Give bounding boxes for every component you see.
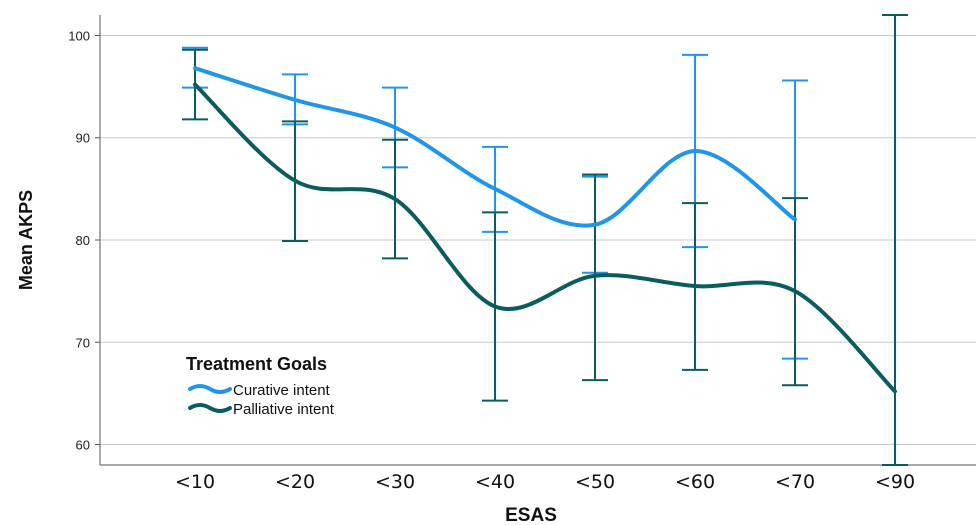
series-line: [193, 66, 797, 228]
y-tick-label: 90: [76, 131, 90, 146]
y-tick-label: 60: [76, 438, 90, 453]
y-tick-label: 70: [76, 335, 90, 350]
legend: Treatment Goals Curative intent Palliativ…: [186, 354, 335, 418]
x-tick-labels: <10 <20 <30 <40 <50 <60 <70 <90: [175, 471, 915, 493]
x-tick-label: <30: [375, 471, 415, 493]
x-tick-label: <20: [275, 471, 315, 493]
legend-title: Treatment Goals: [186, 354, 327, 374]
series-line: [193, 82, 897, 394]
gridlines: [100, 34, 976, 446]
y-tick-labels: 60 70 80 90 100: [68, 28, 100, 453]
legend-item: Curative intent: [188, 382, 331, 399]
legend-label: Curative intent: [233, 382, 331, 399]
x-tick-label: <90: [875, 471, 915, 493]
legend-item: Palliative intent: [188, 401, 335, 418]
y-tick-label: 100: [68, 28, 90, 43]
legend-swatch: [188, 384, 232, 394]
y-axis-title: Mean AKPS: [16, 190, 36, 290]
x-axis-title: ESAS: [505, 505, 557, 525]
legend-label: Palliative intent: [233, 401, 335, 418]
x-tick-label: <70: [775, 471, 815, 493]
series-lines: [193, 66, 897, 394]
y-tick-label: 80: [76, 233, 90, 248]
legend-swatch: [188, 403, 232, 413]
x-tick-label: <10: [175, 471, 215, 493]
x-tick-label: <40: [475, 471, 515, 493]
x-tick-label: <50: [575, 471, 615, 493]
x-tick-label: <60: [675, 471, 715, 493]
